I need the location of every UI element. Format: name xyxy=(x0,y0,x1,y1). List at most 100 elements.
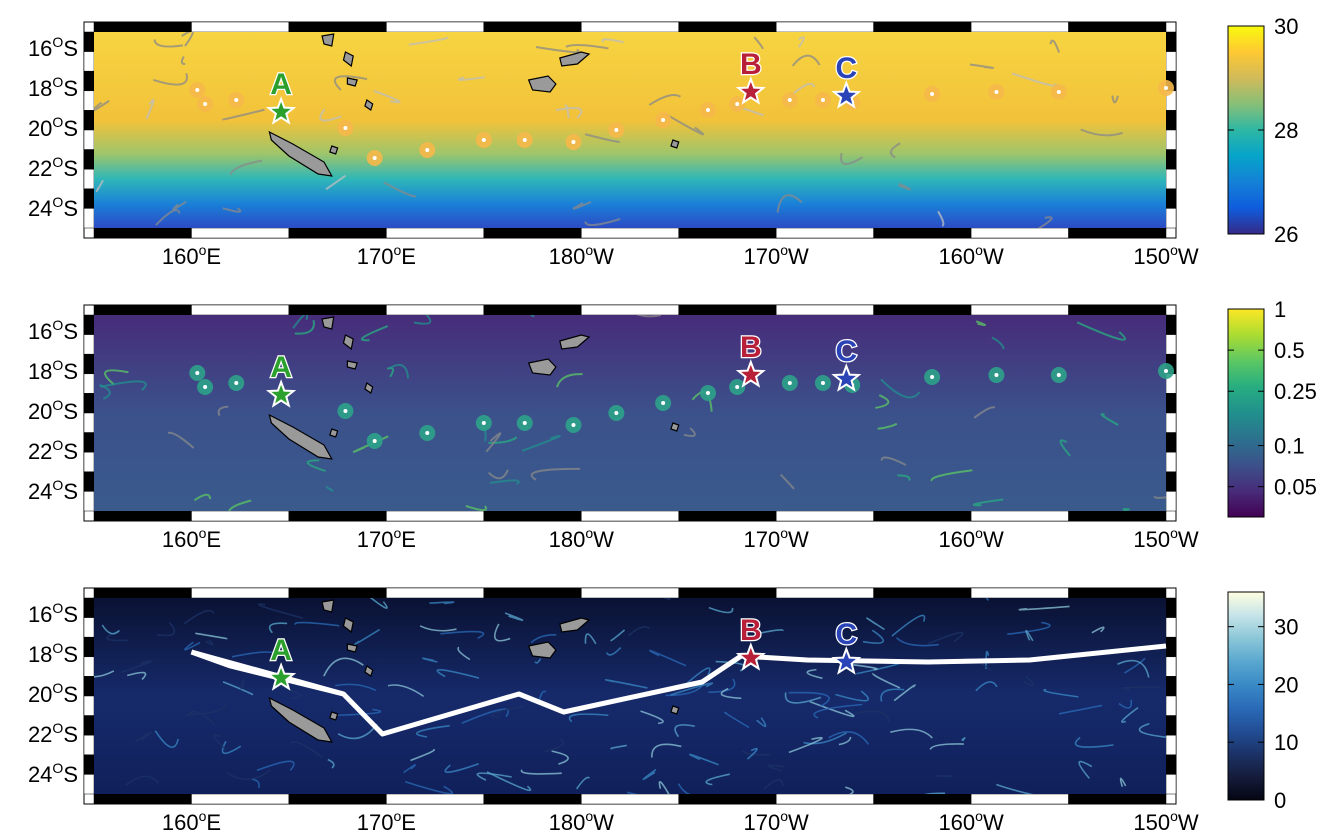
lon-tick-label: 160oW xyxy=(938,525,1004,552)
field-background xyxy=(94,315,1166,511)
lon-tick-label: 170oW xyxy=(744,525,810,552)
colorbar-tick-label: 0.1 xyxy=(1274,434,1305,459)
station-star-C xyxy=(831,646,862,675)
station-label-B: B xyxy=(740,48,762,81)
lat-tick-label: 16OS xyxy=(28,317,78,344)
colorbar-gradient xyxy=(1227,591,1265,801)
sample-point xyxy=(522,421,527,425)
sample-point xyxy=(787,381,792,385)
land-polygon xyxy=(670,705,680,715)
stations: A B C xyxy=(265,613,862,691)
sample-point xyxy=(705,391,710,395)
land-polygon xyxy=(559,617,591,633)
land-polygon xyxy=(329,145,339,155)
lon-tick-label: 160oW xyxy=(938,808,1004,835)
lon-tick-label: 150oW xyxy=(1133,242,1199,269)
sample-point xyxy=(195,88,200,92)
station-star-B xyxy=(735,642,766,671)
sample-point xyxy=(994,90,999,94)
land-polygon xyxy=(321,33,335,47)
land-masses xyxy=(268,316,680,460)
sample-point xyxy=(481,138,486,142)
colorbar-tick-label: 0.25 xyxy=(1274,379,1317,404)
lon-tick-label: 170oE xyxy=(357,525,416,552)
map-panel-lyap: A B C 160oE 170oE 180oW 170oW 160oW 150oW 16OS 18O… xyxy=(28,587,1298,835)
station-label-A: A xyxy=(270,634,292,667)
lon-tick-label: 170oE xyxy=(357,808,416,835)
lon-tick-label: 160oE xyxy=(162,808,221,835)
lat-tick-label: 16OS xyxy=(28,600,78,627)
sample-point xyxy=(481,421,486,425)
sample-point xyxy=(994,373,999,377)
colorbar-tick-label: 10 xyxy=(1274,730,1298,755)
lat-tick-label: 24OS xyxy=(28,477,78,504)
map-panel-chl: A B C 160oE 170oE 180oW 170oW 160oW 150oW 16OS 18O… xyxy=(28,297,1317,552)
land-polygon xyxy=(268,696,333,743)
station-label-A: A xyxy=(270,351,292,384)
sample-point xyxy=(1056,373,1061,377)
sample-point xyxy=(234,98,239,102)
field-background xyxy=(94,32,1166,228)
colorbar-tick-label: 30 xyxy=(1274,615,1298,640)
lon-tick-label: 160oW xyxy=(938,242,1004,269)
sample-point xyxy=(1164,86,1168,90)
land-polygon xyxy=(346,643,358,653)
lon-tick-label: 170oW xyxy=(744,242,810,269)
station-star-C xyxy=(831,80,862,109)
land-polygon xyxy=(527,358,557,376)
field-texture xyxy=(99,315,1166,511)
sample-point xyxy=(522,138,527,142)
sample-point xyxy=(1056,90,1061,94)
lat-tick-label: 22OS xyxy=(28,437,78,464)
sample-point xyxy=(571,423,576,427)
land-masses xyxy=(268,599,680,743)
land-polygon xyxy=(559,51,591,67)
lon-tick-label: 160oE xyxy=(162,525,221,552)
colorbar-tick-label: 30 xyxy=(1274,14,1298,39)
land-masses xyxy=(268,33,680,177)
colorbar-tick-label: 0.5 xyxy=(1274,338,1305,363)
stations: A B C xyxy=(265,330,862,408)
lat-tick-label: 20OS xyxy=(28,680,78,707)
station-star-C xyxy=(831,363,862,392)
land-polygon xyxy=(364,99,374,111)
colorbar-tick-label: 20 xyxy=(1274,672,1298,697)
land-polygon xyxy=(364,665,374,677)
sample-point xyxy=(425,148,430,152)
land-polygon xyxy=(268,413,333,460)
sample-point xyxy=(787,98,792,102)
land-polygon xyxy=(559,334,591,350)
sample-point xyxy=(1164,369,1168,373)
lat-tick-label: 18OS xyxy=(28,74,78,101)
land-polygon xyxy=(342,617,354,634)
sample-point xyxy=(425,431,430,435)
sample-point xyxy=(820,381,825,385)
lon-tick-label: 170oE xyxy=(357,242,416,269)
sample-point xyxy=(930,92,935,96)
land-polygon xyxy=(321,316,335,330)
lon-tick-label: 180oW xyxy=(549,525,615,552)
sample-point xyxy=(195,371,200,375)
colorbar-tick-label: 26 xyxy=(1274,222,1298,247)
sample-point xyxy=(735,102,740,106)
land-polygon xyxy=(329,711,339,721)
lat-tick-label: 20OS xyxy=(28,397,78,424)
station-label-C: C xyxy=(836,52,858,85)
sample-point xyxy=(661,401,666,405)
cruise-track xyxy=(190,643,1167,737)
station-label-B: B xyxy=(740,614,762,647)
sample-point xyxy=(203,385,208,389)
stations: A B C xyxy=(265,47,862,125)
lat-tick-label: 18OS xyxy=(28,640,78,667)
sample-points xyxy=(189,80,1174,166)
sample-point xyxy=(614,128,619,132)
sample-point xyxy=(234,381,239,385)
station-label-B: B xyxy=(740,331,762,364)
lat-tick-label: 20OS xyxy=(28,114,78,141)
land-polygon xyxy=(527,75,557,93)
lat-tick-label: 16OS xyxy=(28,34,78,61)
lon-tick-label: 180oW xyxy=(549,808,615,835)
sample-point xyxy=(705,108,710,112)
lon-tick-label: 150oW xyxy=(1133,525,1199,552)
